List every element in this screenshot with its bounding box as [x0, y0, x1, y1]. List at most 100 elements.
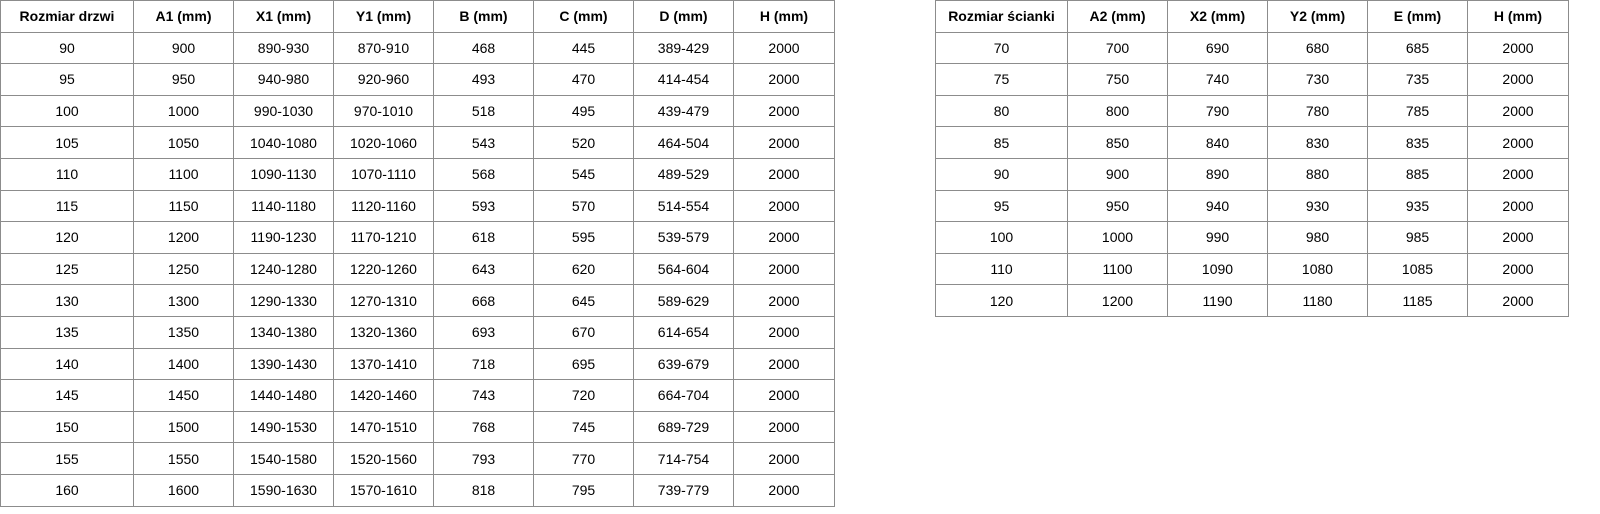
table-cell: 800 [1067, 94, 1168, 128]
table-cell: 2000 [733, 63, 835, 96]
table-cell: 95 [0, 63, 134, 96]
table-cell: 495 [533, 94, 634, 128]
column-header: X1 (mm) [233, 0, 334, 33]
table-cell: 2000 [733, 31, 835, 65]
table-cell: 689-729 [633, 410, 734, 444]
table-cell: 489-529 [633, 157, 734, 191]
table-cell: 2000 [1467, 126, 1569, 159]
table-cell: 2000 [733, 410, 835, 444]
table-cell: 539-579 [633, 221, 734, 254]
table-cell: 1590-1630 [233, 473, 334, 507]
table-cell: 885 [1367, 157, 1468, 191]
table-cell: 1000 [133, 94, 234, 128]
table-cell: 695 [533, 347, 634, 381]
table-cell: 570 [533, 189, 634, 223]
table-cell: 664-704 [633, 379, 734, 412]
table-cell: 1320-1360 [333, 315, 434, 349]
table-cell: 140 [0, 347, 134, 381]
table-row: 90 900 890 880 885 2000 [935, 157, 1569, 191]
table-row: 125 1250 1240-1280 1220-1260 643 620 564-604 20… [0, 252, 835, 286]
table-cell: 1200 [1067, 284, 1168, 317]
column-header: Rozmiar drzwi [0, 0, 134, 33]
table-cell: 795 [533, 473, 634, 507]
table-cell: 75 [935, 63, 1068, 96]
door-dimensions-table: Rozmiar drzwi A1 (mm) X1 (mm) Y1 (mm) B (mm)… [0, 0, 835, 507]
table-cell: 2000 [733, 379, 835, 412]
table-cell: 743 [433, 379, 534, 412]
table-cell: 1040-1080 [233, 126, 334, 159]
column-header: A1 (mm) [133, 0, 234, 33]
table-cell: 518 [433, 94, 534, 128]
table-row: 100 1000 990 980 985 2000 [935, 221, 1569, 254]
table-cell: 589-629 [633, 284, 734, 317]
column-header: D (mm) [633, 0, 734, 33]
table-cell: 970-1010 [333, 94, 434, 128]
table-row: 120 1200 1190 1180 1185 2000 [935, 284, 1569, 317]
table-row: 85 850 840 830 835 2000 [935, 126, 1569, 159]
table-cell: 2000 [1467, 252, 1569, 286]
table-cell: 890 [1167, 157, 1268, 191]
table-cell: 930 [1267, 189, 1368, 223]
table-cell: 1190-1230 [233, 221, 334, 254]
table-cell: 1250 [133, 252, 234, 286]
table-cell: 1400 [133, 347, 234, 381]
table-cell: 1085 [1367, 252, 1468, 286]
table-cell: 870-910 [333, 31, 434, 65]
table-cell: 160 [0, 473, 134, 507]
table-row: 130 1300 1290-1330 1270-1310 668 645 589-629 20… [0, 284, 835, 317]
table-cell: 785 [1367, 94, 1468, 128]
table-cell: 100 [935, 221, 1068, 254]
table-cell: 700 [1067, 31, 1168, 65]
table-row: 135 1350 1340-1380 1320-1360 693 670 614-654 20… [0, 315, 835, 349]
table-cell: 745 [533, 410, 634, 444]
table-cell: 1050 [133, 126, 234, 159]
table-cell: 125 [0, 252, 134, 286]
table-cell: 2000 [1467, 189, 1569, 223]
table-cell: 110 [0, 157, 134, 191]
table-cell: 545 [533, 157, 634, 191]
table-row: 145 1450 1440-1480 1420-1460 743 720 664-704 20… [0, 379, 835, 412]
table-cell: 645 [533, 284, 634, 317]
table-cell: 1100 [133, 157, 234, 191]
table-cell: 940-980 [233, 63, 334, 96]
table-cell: 818 [433, 473, 534, 507]
table-row: 100 1000 990-1030 970-1010 518 495 439-479 2000 [0, 94, 835, 128]
table-cell: 714-754 [633, 442, 734, 475]
table-cell: 1450 [133, 379, 234, 412]
table-cell: 1540-1580 [233, 442, 334, 475]
table-cell: 135 [0, 315, 134, 349]
table-row: 150 1500 1490-1530 1470-1510 768 745 689-729 20… [0, 410, 835, 444]
table-cell: 935 [1367, 189, 1468, 223]
table-cell: 985 [1367, 221, 1468, 254]
table-row: 95 950 940-980 920-960 493 470 414-454 2000 [0, 63, 835, 96]
table-cell: 2000 [1467, 94, 1569, 128]
table-row: 155 1550 1540-1580 1520-1560 793 770 714-754 20… [0, 442, 835, 475]
table-cell: 618 [433, 221, 534, 254]
table-cell: 940 [1167, 189, 1268, 223]
table-cell: 70 [935, 31, 1068, 65]
table-cell: 2000 [733, 284, 835, 317]
table-cell: 614-654 [633, 315, 734, 349]
table-cell: 1420-1460 [333, 379, 434, 412]
table-cell: 155 [0, 442, 134, 475]
table-row: 140 1400 1390-1430 1370-1410 718 695 639-679 20… [0, 347, 835, 381]
table-cell: 468 [433, 31, 534, 65]
table-cell: 2000 [1467, 157, 1569, 191]
table-cell: 1190 [1167, 284, 1268, 317]
table-cell: 1150 [133, 189, 234, 223]
column-header: C (mm) [533, 0, 634, 33]
table-cell: 2000 [733, 221, 835, 254]
table-cell: 100 [0, 94, 134, 128]
table-cell: 1570-1610 [333, 473, 434, 507]
column-header: Rozmiar ścianki [935, 0, 1068, 33]
table-cell: 2000 [1467, 31, 1569, 65]
table-cell: 2000 [733, 315, 835, 349]
column-header: Y2 (mm) [1267, 0, 1368, 33]
table-cell: 145 [0, 379, 134, 412]
table-cell: 1390-1430 [233, 347, 334, 381]
table-cell: 1200 [133, 221, 234, 254]
table-cell: 105 [0, 126, 134, 159]
table-row: 115 1150 1140-1180 1120-1160 593 570 514-554 20… [0, 189, 835, 223]
column-header: X2 (mm) [1167, 0, 1268, 33]
table-cell: 389-429 [633, 31, 734, 65]
